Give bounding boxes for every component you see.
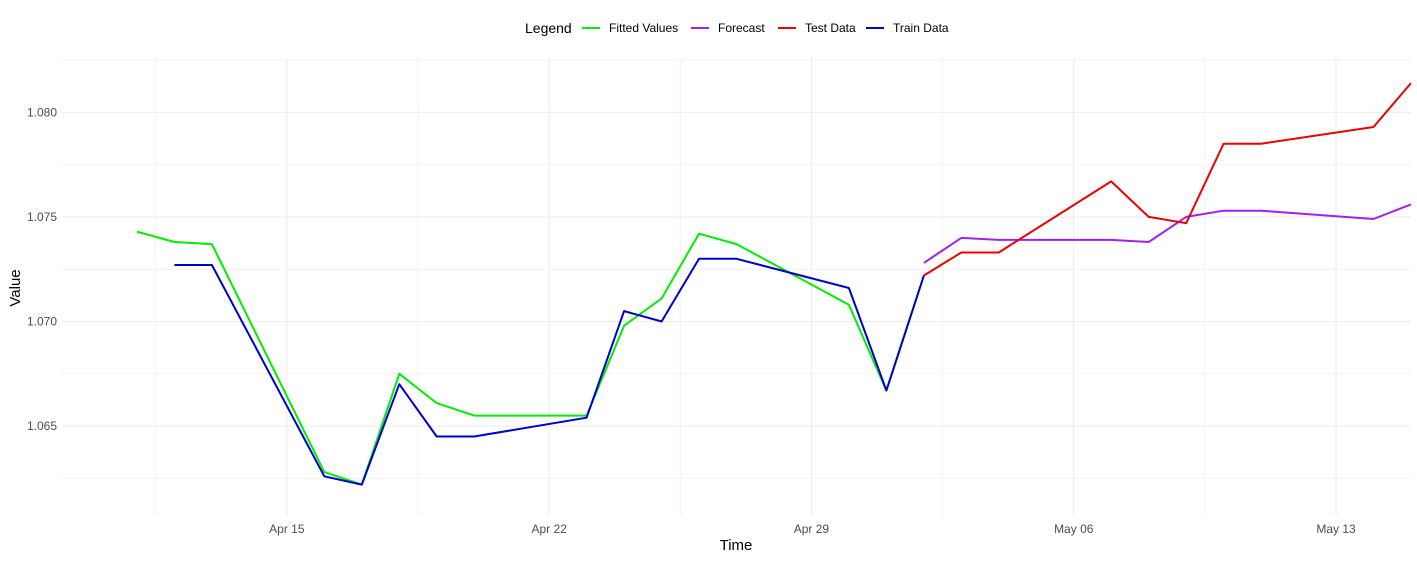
x-tick-label: May 13 <box>1316 522 1356 536</box>
x-tick-label: Apr 29 <box>794 522 830 536</box>
series-line-fitted-values <box>136 230 925 486</box>
grid-major <box>62 58 1411 516</box>
legend-title: Legend <box>525 20 572 36</box>
y-tick-label: 1.075 <box>27 210 57 224</box>
series-layer <box>136 82 1412 486</box>
y-axis-title: Value <box>7 269 24 306</box>
y-tick-label: 1.080 <box>27 105 57 119</box>
x-tick-label: Apr 22 <box>531 522 567 536</box>
y-tick-label: 1.070 <box>27 315 57 329</box>
series-line-test-data <box>923 82 1412 277</box>
legend: Legend Fitted Values Forecast Test Data Tra… <box>525 20 949 36</box>
series-line-train-data <box>174 257 925 486</box>
x-tick-label: Apr 15 <box>269 522 305 536</box>
series-line-forecast <box>923 203 1412 264</box>
legend-label-fitted-values: Fitted Values <box>609 21 678 35</box>
y-tick-label: 1.065 <box>27 419 57 433</box>
x-axis-title: Time <box>720 537 753 554</box>
legend-label-forecast: Forecast <box>718 21 765 35</box>
x-tick-label: May 06 <box>1054 522 1094 536</box>
legend-label-train-data: Train Data <box>893 21 949 35</box>
y-axis-ticks: 1.065 1.070 1.075 1.080 <box>27 105 57 433</box>
x-axis-ticks: Apr 15 Apr 22 Apr 29 May 06 May 13 <box>269 522 1356 536</box>
legend-label-test-data: Test Data <box>805 21 856 35</box>
